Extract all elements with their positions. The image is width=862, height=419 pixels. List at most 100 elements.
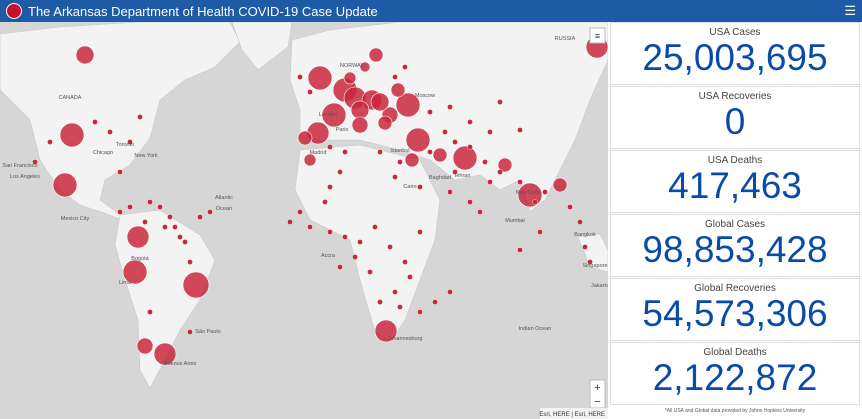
case-circle bbox=[487, 129, 493, 135]
stat-card: Global Deaths 2,122,872 bbox=[610, 342, 860, 405]
case-circle bbox=[517, 127, 523, 133]
place-label: New Delhi bbox=[515, 190, 540, 196]
place-label: Chicago bbox=[93, 150, 113, 156]
case-circle bbox=[417, 309, 423, 315]
case-circle bbox=[327, 184, 333, 190]
place-label: Singapore bbox=[582, 263, 607, 269]
case-circle bbox=[137, 114, 143, 120]
place-label: Johannesburg bbox=[388, 336, 423, 342]
case-circle bbox=[342, 234, 348, 240]
place-label: Bangkok bbox=[574, 232, 596, 238]
stat-card: USA Deaths 417,463 bbox=[610, 150, 860, 213]
stat-value: 417,463 bbox=[668, 165, 802, 206]
place-label: CANADA bbox=[59, 95, 82, 101]
case-circle bbox=[427, 149, 433, 155]
case-circle bbox=[136, 337, 154, 355]
stat-label: USA Deaths bbox=[707, 155, 763, 166]
place-label: Jakarta bbox=[591, 283, 608, 289]
case-circle bbox=[442, 129, 448, 135]
case-circle bbox=[374, 319, 398, 343]
place-label: Paris bbox=[336, 127, 349, 133]
case-circle bbox=[432, 299, 438, 305]
case-circle bbox=[182, 271, 210, 299]
case-circle bbox=[321, 102, 347, 128]
case-circle bbox=[447, 189, 453, 195]
case-circle bbox=[392, 174, 398, 180]
menu-button[interactable]: ☰ bbox=[844, 3, 856, 18]
place-label: Baghdad bbox=[429, 175, 451, 181]
place-label: San Francisco bbox=[2, 163, 37, 169]
case-circle bbox=[117, 209, 123, 215]
case-circle bbox=[359, 61, 371, 73]
stat-card: USA Recoveries 0 bbox=[610, 86, 860, 149]
case-circle bbox=[117, 169, 123, 175]
case-circle bbox=[404, 152, 420, 168]
case-circle bbox=[327, 144, 333, 150]
case-circle bbox=[368, 47, 384, 63]
zoom-out[interactable]: − bbox=[594, 396, 600, 408]
case-circle bbox=[147, 199, 153, 205]
stat-label: Global Cases bbox=[704, 219, 766, 230]
place-label: Buenos Aires bbox=[164, 361, 197, 367]
place-label: Accra bbox=[321, 253, 336, 259]
case-circle bbox=[307, 89, 313, 95]
attribution-bg bbox=[540, 408, 608, 419]
case-circle bbox=[377, 149, 383, 155]
case-circle bbox=[407, 274, 413, 280]
case-circle bbox=[402, 64, 408, 70]
case-circle bbox=[497, 169, 503, 175]
place-label: New York bbox=[134, 153, 157, 159]
case-circle bbox=[497, 157, 513, 173]
case-circle bbox=[322, 199, 328, 205]
stat-value: 54,573,306 bbox=[642, 293, 828, 334]
case-circle bbox=[390, 82, 406, 98]
case-circle bbox=[350, 100, 370, 120]
stat-value: 0 bbox=[724, 101, 746, 142]
stat-value: 2,122,872 bbox=[652, 357, 818, 398]
case-circle bbox=[482, 159, 488, 165]
case-circle bbox=[327, 229, 333, 235]
case-circle bbox=[367, 269, 373, 275]
case-circle bbox=[307, 224, 313, 230]
case-circle bbox=[52, 172, 78, 198]
place-label: Mumbai bbox=[505, 218, 525, 224]
case-circle bbox=[75, 45, 95, 65]
case-circle bbox=[370, 92, 390, 112]
case-circle bbox=[297, 209, 303, 215]
case-circle bbox=[172, 224, 178, 230]
case-circle bbox=[297, 130, 313, 146]
zoom-in[interactable]: + bbox=[594, 382, 600, 394]
case-circle bbox=[452, 169, 458, 175]
case-circle bbox=[287, 219, 293, 225]
case-circle bbox=[417, 184, 423, 190]
case-circle bbox=[552, 177, 568, 193]
stat-value: 98,853,428 bbox=[642, 229, 828, 270]
case-circle bbox=[157, 204, 163, 210]
place-label: Mexico City bbox=[61, 216, 90, 222]
place-label: Atlantic bbox=[215, 195, 233, 201]
case-circle bbox=[337, 264, 343, 270]
case-circle bbox=[517, 247, 523, 253]
case-circle bbox=[197, 214, 203, 220]
case-circle bbox=[537, 229, 543, 235]
case-circle bbox=[397, 304, 403, 310]
case-circle bbox=[582, 244, 588, 250]
case-circle bbox=[59, 122, 85, 148]
place-label: Tehran bbox=[454, 173, 471, 179]
legend-button[interactable] bbox=[589, 27, 606, 44]
case-circle bbox=[107, 129, 113, 135]
case-circle bbox=[577, 219, 583, 225]
place-label: Los Angeles bbox=[10, 174, 40, 180]
place-label: Moscow bbox=[415, 93, 435, 99]
place-label: Ocean bbox=[216, 206, 232, 212]
case-circle bbox=[447, 104, 453, 110]
case-circle bbox=[497, 99, 503, 105]
place-label: São Paulo bbox=[195, 329, 220, 335]
case-circle bbox=[587, 259, 593, 265]
case-circle bbox=[162, 224, 168, 230]
place-label: NORWAY bbox=[340, 63, 364, 69]
case-circle bbox=[487, 179, 493, 185]
case-circle bbox=[182, 239, 188, 245]
